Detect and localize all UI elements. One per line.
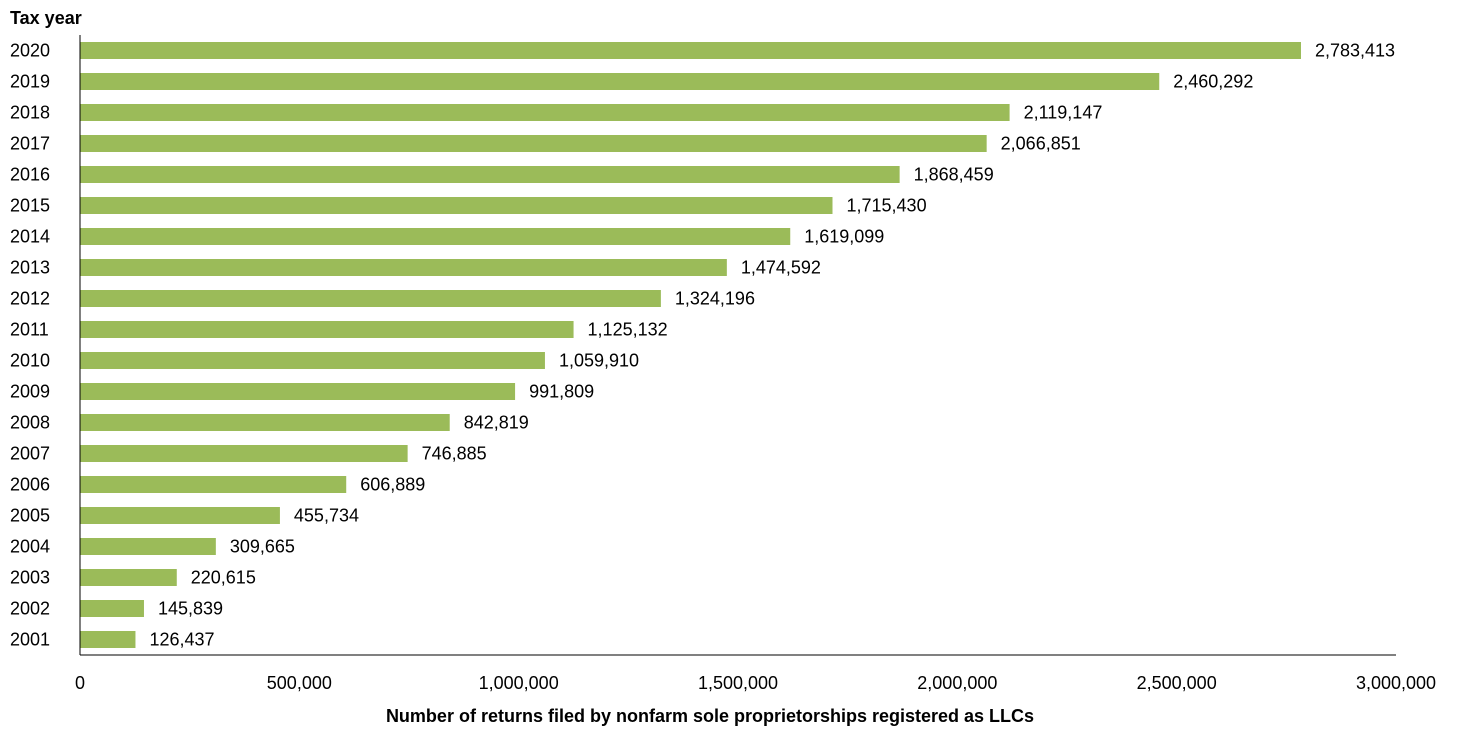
value-label-2006: 606,889 <box>360 475 425 495</box>
value-label-2015: 1,715,430 <box>847 196 927 216</box>
category-label-2008: 2008 <box>10 413 50 433</box>
category-label-2010: 2010 <box>10 351 50 371</box>
bar-2007 <box>80 445 408 462</box>
x-tick-label: 500,000 <box>267 673 332 693</box>
value-label-2019: 2,460,292 <box>1173 72 1253 92</box>
bar-2004 <box>80 538 216 555</box>
bar-2019 <box>80 73 1160 90</box>
value-label-2011: 1,125,132 <box>588 320 668 340</box>
value-label-2010: 1,059,910 <box>559 351 639 371</box>
value-label-2003: 220,615 <box>191 568 256 588</box>
value-label-2014: 1,619,099 <box>804 227 884 247</box>
value-label-2013: 1,474,592 <box>741 258 821 278</box>
x-tick-label: 2,000,000 <box>917 673 997 693</box>
category-label-2019: 2019 <box>10 72 50 92</box>
bar-2010 <box>80 352 545 369</box>
category-label-2018: 2018 <box>10 103 50 123</box>
x-tick-label: 1,500,000 <box>698 673 778 693</box>
category-label-2003: 2003 <box>10 568 50 588</box>
bar-2001 <box>80 631 136 648</box>
category-label-2017: 2017 <box>10 134 50 154</box>
category-label-2006: 2006 <box>10 475 50 495</box>
category-label-2014: 2014 <box>10 227 50 247</box>
bar-2012 <box>80 290 661 307</box>
value-label-2009: 991,809 <box>529 382 594 402</box>
y-axis-title: Tax year <box>10 8 82 28</box>
value-label-2007: 746,885 <box>422 444 487 464</box>
bar-2006 <box>80 476 347 493</box>
x-tick-label: 0 <box>75 673 85 693</box>
bar-2016 <box>80 166 900 183</box>
value-label-2017: 2,066,851 <box>1001 134 1081 154</box>
x-tick-label: 2,500,000 <box>1137 673 1217 693</box>
value-label-2016: 1,868,459 <box>914 165 994 185</box>
category-label-2016: 2016 <box>10 165 50 185</box>
bar-2005 <box>80 507 280 524</box>
category-label-2004: 2004 <box>10 537 50 557</box>
x-axis-title: Number of returns filed by nonfarm sole … <box>386 706 1034 726</box>
category-label-2007: 2007 <box>10 444 50 464</box>
category-label-2012: 2012 <box>10 289 50 309</box>
value-label-2004: 309,665 <box>230 537 295 557</box>
bar-2014 <box>80 228 791 245</box>
category-label-2013: 2013 <box>10 258 50 278</box>
value-label-2008: 842,819 <box>464 413 529 433</box>
bar-2003 <box>80 569 177 586</box>
value-label-2020: 2,783,413 <box>1315 41 1395 61</box>
category-label-2001: 2001 <box>10 630 50 650</box>
value-label-2005: 455,734 <box>294 506 359 526</box>
category-label-2002: 2002 <box>10 599 50 619</box>
bar-2018 <box>80 104 1010 121</box>
x-tick-label: 1,000,000 <box>479 673 559 693</box>
bar-2020 <box>80 42 1301 59</box>
category-label-2005: 2005 <box>10 506 50 526</box>
value-label-2012: 1,324,196 <box>675 289 755 309</box>
category-label-2015: 2015 <box>10 196 50 216</box>
value-label-2018: 2,119,147 <box>1024 103 1103 123</box>
x-ticks-layer: 0 500,000 1,000,000 1,500,000 2,000,000 2,500… <box>75 673 1436 693</box>
category-label-2020: 2020 <box>10 41 50 61</box>
value-label-2002: 145,839 <box>158 599 223 619</box>
bar-2008 <box>80 414 450 431</box>
value-label-2001: 126,437 <box>149 630 214 650</box>
bar-2002 <box>80 600 144 617</box>
category-label-2011: 2011 <box>10 320 49 340</box>
x-tick-label: 3,000,000 <box>1356 673 1436 693</box>
bar-2015 <box>80 197 833 214</box>
bar-2009 <box>80 383 516 400</box>
bar-2017 <box>80 135 987 152</box>
bar-2011 <box>80 321 574 338</box>
bars-layer: 2020 2,783,413 2019 2,460,292 2018 2,119,147 2… <box>10 41 1395 650</box>
category-label-2009: 2009 <box>10 382 50 402</box>
bar-2013 <box>80 259 727 276</box>
